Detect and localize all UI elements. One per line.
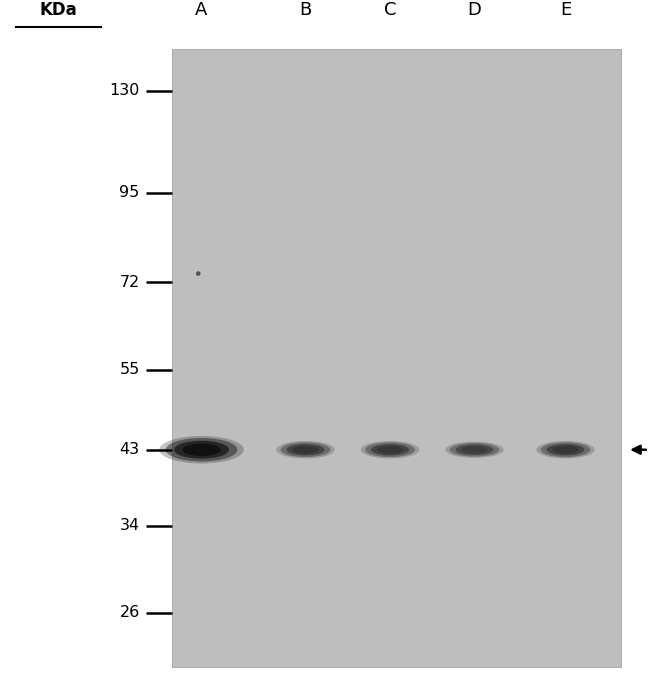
Text: 72: 72 (120, 275, 140, 290)
Ellipse shape (159, 436, 244, 464)
Ellipse shape (365, 442, 415, 457)
Ellipse shape (450, 443, 499, 457)
Text: 43: 43 (120, 442, 140, 457)
Ellipse shape (196, 271, 200, 276)
Text: E: E (560, 1, 571, 19)
Text: 26: 26 (120, 605, 140, 621)
Ellipse shape (292, 445, 318, 454)
Ellipse shape (552, 445, 578, 454)
Text: KDa: KDa (40, 1, 77, 19)
Ellipse shape (456, 444, 493, 455)
Ellipse shape (462, 446, 488, 453)
Text: B: B (300, 1, 311, 19)
Ellipse shape (287, 444, 324, 455)
Ellipse shape (174, 441, 229, 459)
Ellipse shape (166, 438, 237, 461)
Ellipse shape (445, 441, 504, 458)
Text: C: C (384, 1, 396, 19)
Ellipse shape (377, 445, 403, 454)
Text: 95: 95 (120, 185, 140, 200)
Text: 34: 34 (120, 518, 140, 534)
Ellipse shape (371, 444, 409, 455)
Text: A: A (195, 1, 208, 19)
Ellipse shape (183, 443, 220, 456)
Text: D: D (467, 1, 482, 19)
Bar (172, 49, 621, 667)
Ellipse shape (281, 442, 330, 457)
Ellipse shape (547, 444, 584, 455)
Ellipse shape (536, 441, 595, 459)
Ellipse shape (541, 442, 590, 457)
Text: 130: 130 (109, 83, 140, 98)
Ellipse shape (361, 441, 419, 459)
Ellipse shape (276, 441, 335, 459)
Text: 55: 55 (120, 362, 140, 377)
